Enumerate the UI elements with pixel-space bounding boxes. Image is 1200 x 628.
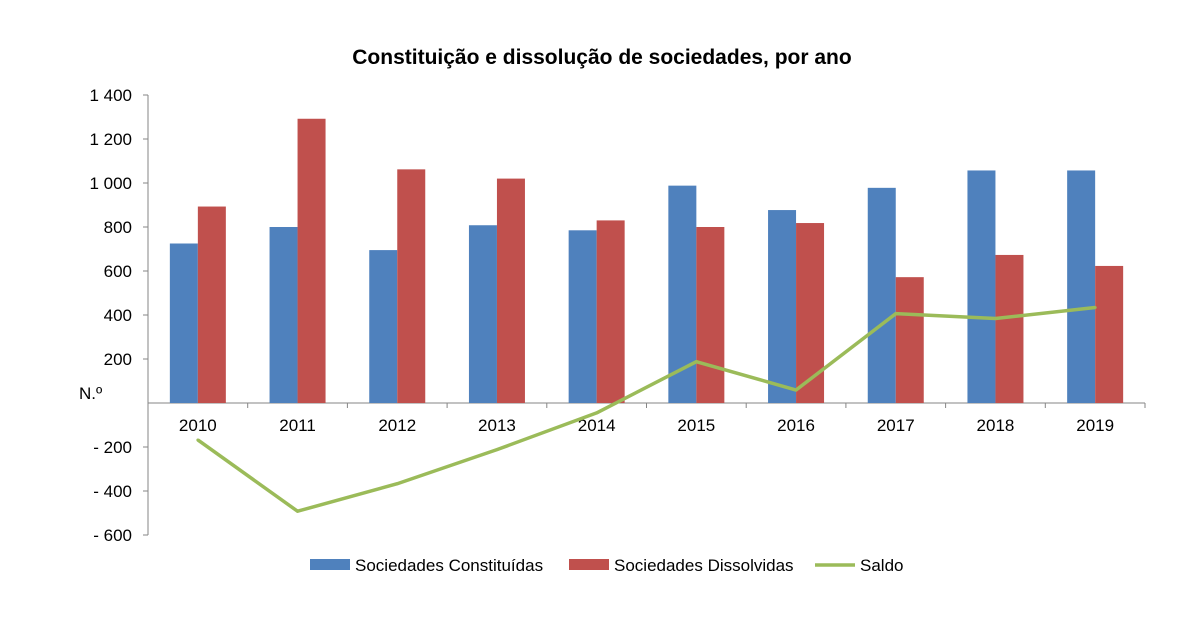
y-tick-label: 800 (104, 218, 132, 237)
bar-dissolvidas (596, 220, 625, 403)
legend-label-dissolvidas: Sociedades Dissolvidas (614, 556, 794, 575)
plot-area: - 600 - 400 - 200 200 400 600 800 1 000 1 200 1 4… (89, 86, 1146, 545)
chart-title: Constituição e dissolução de sociedades,… (352, 46, 851, 69)
legend-label-saldo: Saldo (860, 556, 903, 575)
bar-dissolvidas (696, 227, 725, 403)
y-tick-label: - 200 (93, 438, 132, 457)
bar-constituidas (1067, 170, 1096, 403)
bar-constituidas (169, 243, 198, 403)
bar-dissolvidas (796, 223, 825, 403)
point-saldo (196, 438, 200, 442)
bar-dissolvidas (297, 118, 326, 403)
point-saldo (1093, 306, 1097, 310)
y-tick-label: - 600 (93, 526, 132, 545)
y-axis-label: N.º (79, 384, 102, 403)
legend-label-constituidas: Sociedades Constituídas (355, 556, 543, 575)
x-tick-label: 2019 (1076, 416, 1114, 435)
bar-dissolvidas (397, 169, 426, 403)
y-tick-label: 200 (104, 350, 132, 369)
bar-dissolvidas (895, 277, 924, 403)
x-tick-label: 2016 (777, 416, 815, 435)
x-tick-label: 2017 (877, 416, 915, 435)
point-saldo (395, 482, 399, 486)
legend-swatch-constituidas (310, 559, 350, 570)
x-tick-label: 2012 (378, 416, 416, 435)
y-tick-label: 1 000 (89, 174, 132, 193)
x-tick-label: 2011 (279, 416, 316, 435)
y-tick-label: 1 200 (89, 130, 132, 149)
y-tick-label: 600 (104, 262, 132, 281)
legend-swatch-dissolvidas (569, 559, 609, 570)
bar-constituidas (369, 250, 398, 403)
x-tick-label: 2014 (578, 416, 616, 435)
point-saldo (894, 312, 898, 316)
y-tick-label: 400 (104, 306, 132, 325)
bar-dissolvidas (995, 254, 1024, 403)
bar-constituidas (768, 210, 797, 403)
bar-constituidas (568, 230, 597, 403)
bar-constituidas (668, 185, 697, 403)
bar-constituidas (967, 170, 996, 403)
x-tick-label: 2018 (977, 416, 1015, 435)
bar-dissolvidas (496, 178, 525, 403)
x-tick-label: 2015 (677, 416, 715, 435)
bar-constituidas (867, 187, 896, 403)
point-saldo (595, 411, 599, 415)
point-saldo (694, 360, 698, 364)
bar-dissolvidas (197, 206, 226, 403)
x-tick-label: 2013 (478, 416, 516, 435)
point-saldo (296, 509, 300, 513)
y-tick-label: 1 400 (89, 86, 132, 105)
y-tick-label: - 400 (93, 482, 132, 501)
bar-constituidas (468, 225, 497, 403)
bar-constituidas (269, 227, 298, 403)
point-saldo (993, 317, 997, 321)
x-tick-label: 2010 (179, 416, 217, 435)
point-saldo (495, 448, 499, 452)
point-saldo (794, 388, 798, 392)
line-saldo (196, 305, 1096, 513)
legend: Sociedades Constituídas Sociedades Dissol… (310, 556, 903, 575)
bar-dissolvidas (1095, 265, 1124, 403)
